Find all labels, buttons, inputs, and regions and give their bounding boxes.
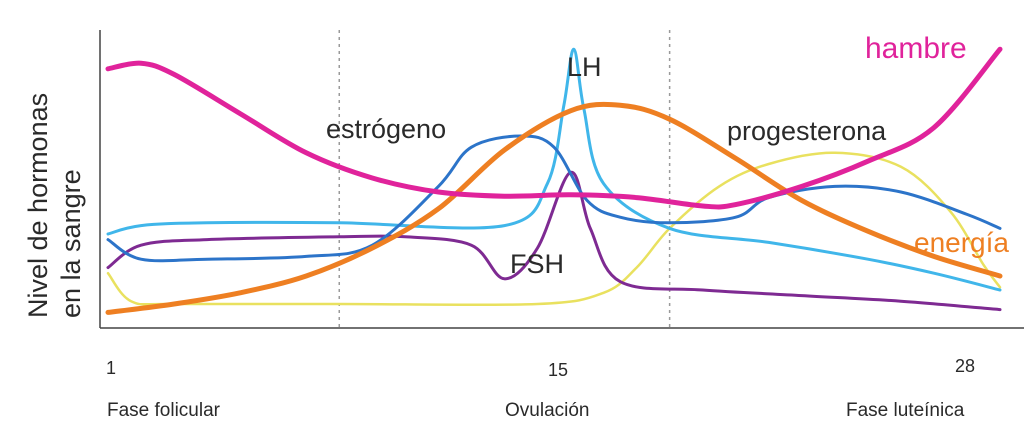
series-line-estrogeno (106, 134, 1002, 263)
phase-label-luteal: Fase luteínica (846, 400, 965, 421)
x-tick-label-1: 1 (106, 358, 116, 378)
y-axis-label-line-2: en la sangre (56, 169, 86, 318)
series-line-progesterona (106, 151, 1002, 307)
series-label-energia: energía (914, 227, 1009, 258)
series-line-fsh (106, 170, 1002, 312)
series-label-hambre: hambre (865, 32, 967, 65)
series-line-lh (106, 47, 1002, 292)
series-line-energia (105, 101, 1003, 315)
y-axis-label-line-1: Nivel de hormonas (23, 93, 53, 318)
series-label-estrogeno: estrógeno (326, 114, 446, 144)
series-label-progesterona: progesterona (727, 116, 887, 146)
series-layer (105, 46, 1003, 315)
phase-dividers (338, 30, 671, 328)
x-tick-label-15: 15 (548, 360, 568, 380)
phase-label-ovulation: Ovulación (505, 400, 590, 421)
series-label-lh: LH (567, 52, 602, 82)
phase-label-follicular: Fase folicular (107, 400, 221, 421)
x-tick-label-28: 28 (955, 356, 975, 376)
axes (99, 30, 1024, 329)
series-line-hambre (105, 46, 1003, 210)
series-label-fsh: FSH (510, 249, 564, 279)
